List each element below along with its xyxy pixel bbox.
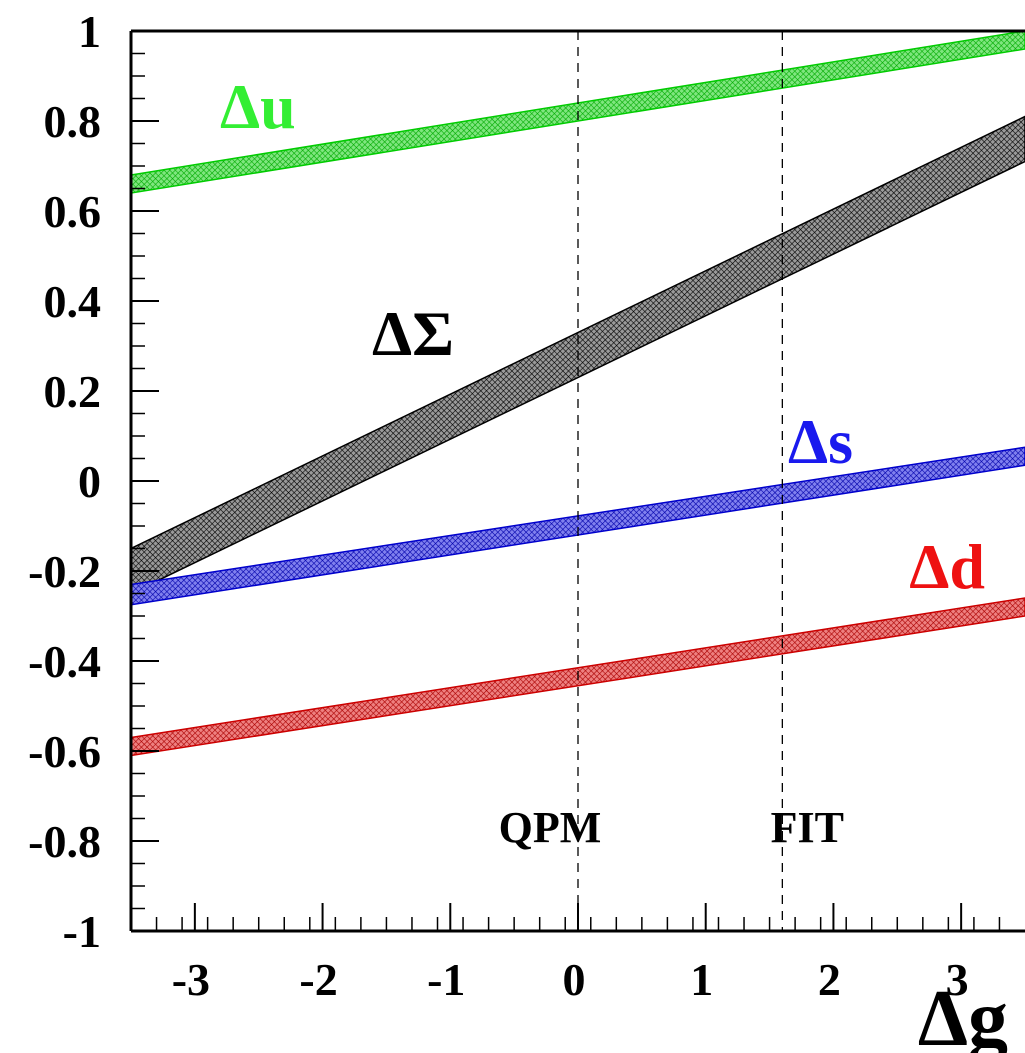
axes: 1 0.8 0.6 0.4 0.2 0 -0.2 -0.4 -0.6 -0.8 -1 -3 -2 -1 0 1… <box>28 6 1025 1005</box>
x-tick-label: 2 <box>818 954 841 1005</box>
x-tick-label: -3 <box>172 954 210 1005</box>
x-tick-label: 1 <box>690 954 713 1005</box>
series-label: ΔΣ <box>372 298 454 369</box>
y-tick-label: 0.4 <box>44 276 102 327</box>
vertical-markers: QPM FIT <box>499 31 844 931</box>
y-tick-label: 0.6 <box>44 186 102 237</box>
y-tick-label: 0.2 <box>44 366 102 417</box>
y-tick-label: 1 <box>78 6 101 57</box>
x-tick-label: -1 <box>427 954 465 1005</box>
y-tick-label: 0 <box>78 456 101 507</box>
band-3 <box>131 446 1025 606</box>
x-tick-label: 3 <box>946 954 969 1005</box>
series-labels: Δu ΔΣ Δs Δd <box>220 71 985 602</box>
x-tick-label: 0 <box>563 954 586 1005</box>
series-label: Δd <box>909 531 985 602</box>
y-tick-label: -0.6 <box>28 726 101 777</box>
y-tick-label: -0.4 <box>28 636 101 687</box>
y-tick-label: 0.8 <box>44 96 102 147</box>
x-axis-title: Δg <box>918 975 1008 1053</box>
series-label: Δs <box>788 406 853 477</box>
y-tick-label: -1 <box>63 906 101 957</box>
marker-label: FIT <box>771 803 844 852</box>
series-label: Δu <box>220 71 296 142</box>
marker-label: QPM <box>499 803 602 852</box>
x-tick-label: -2 <box>299 954 337 1005</box>
y-tick-label: -0.8 <box>28 816 101 867</box>
y-tick-label: -0.2 <box>28 546 101 597</box>
